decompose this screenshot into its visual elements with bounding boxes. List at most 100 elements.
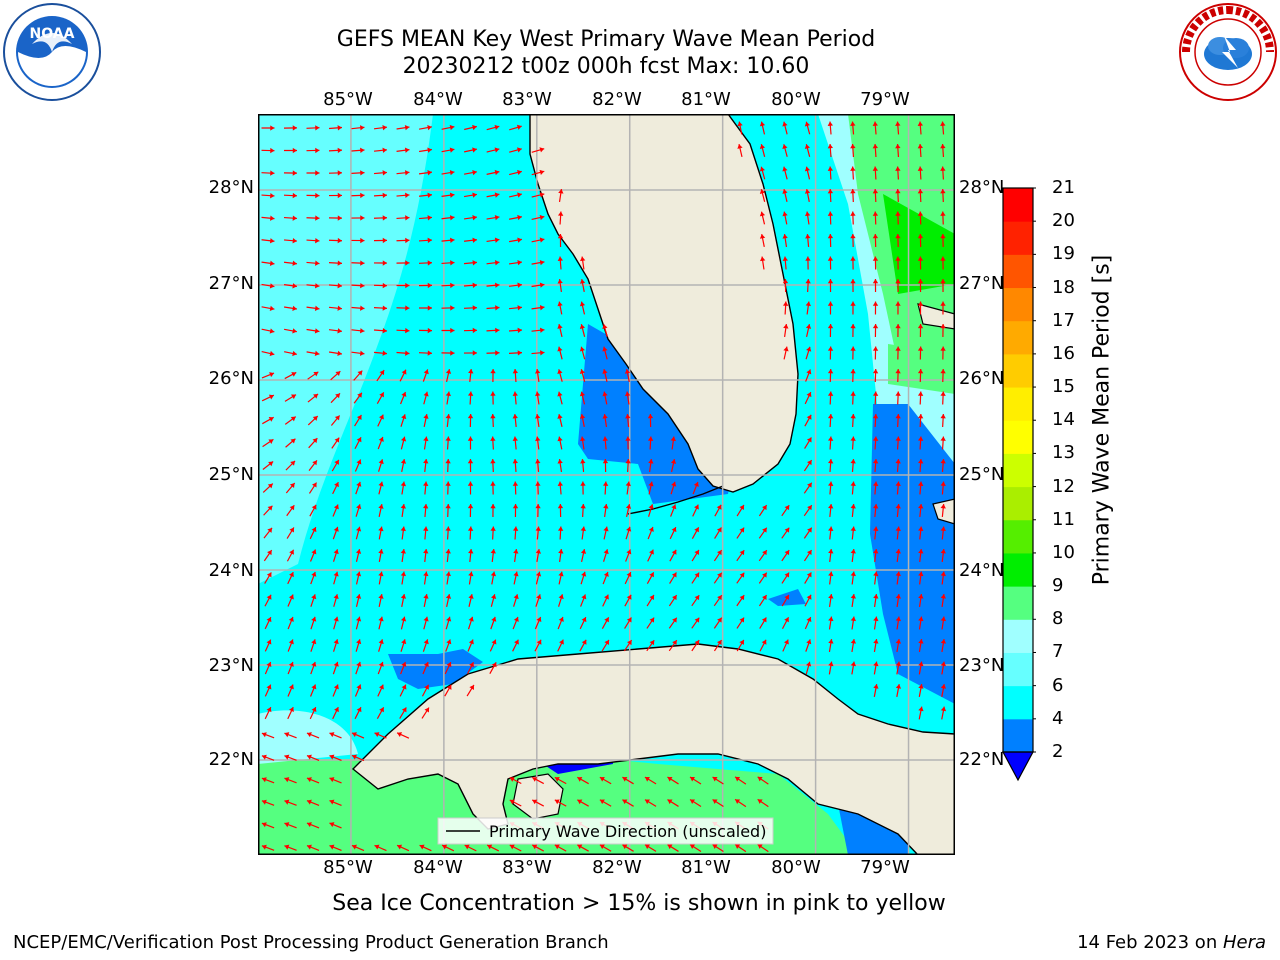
wave-arrow-head — [918, 571, 924, 577]
colorbar-tick-label: 4 — [1052, 707, 1064, 729]
wave-arrow-head — [873, 594, 879, 599]
wave-arrow-head — [599, 799, 605, 805]
wave-arrow-head — [333, 526, 339, 532]
wave-arrow-head — [557, 234, 564, 239]
wave-arrow-head — [311, 616, 317, 622]
wave-arrow-head — [291, 372, 297, 377]
wave-arrow-head — [337, 328, 342, 334]
wave-arrow-head — [558, 616, 564, 622]
wave-arrow-head — [827, 279, 834, 284]
wave-arrow-head — [535, 526, 541, 531]
wave-arrow-head — [532, 777, 538, 782]
wave-arrow-head — [603, 549, 609, 555]
wave-arrow-head — [311, 707, 317, 713]
wave-arrow-head — [602, 436, 608, 441]
wave-arrow-head — [355, 616, 362, 622]
wave-arrow-head — [270, 215, 275, 221]
wave-arrow-head — [382, 192, 387, 199]
wave-arrow-head — [423, 571, 429, 577]
wave-arrow-head — [378, 436, 384, 442]
wave-arrow-head — [378, 504, 384, 509]
wave-arrow-head — [334, 415, 340, 421]
wave-arrow-head — [423, 594, 429, 599]
wave-arrow-head — [782, 279, 789, 284]
lat-tick-left: 22°N — [208, 749, 254, 770]
lon-tick-top: 83°W — [502, 89, 552, 110]
wave-arrow-head — [405, 282, 410, 289]
wave-arrow-head — [649, 594, 654, 600]
wave-arrow-head — [335, 371, 341, 376]
wave-arrow-head — [512, 481, 519, 486]
wave-arrow-head — [266, 684, 272, 690]
wave-arrow-head — [604, 639, 609, 645]
wave-arrow-head — [648, 526, 654, 532]
wave-arrow-head — [535, 414, 541, 419]
wave-arrow-head — [494, 124, 500, 131]
wave-arrow-head — [580, 549, 587, 554]
wave-arrow-head — [627, 640, 632, 646]
wave-arrow-head — [445, 504, 451, 509]
wave-arrow-head — [311, 527, 317, 533]
wave-arrow-head — [940, 661, 947, 667]
period-band-6-7 — [258, 114, 433, 584]
wave-arrow-head — [806, 661, 812, 667]
wave-arrow-head — [806, 346, 812, 352]
wave-arrow-head — [495, 350, 500, 356]
wave-arrow-head — [672, 617, 677, 623]
wave-arrow-head — [337, 215, 342, 221]
wave-arrow-head — [335, 393, 341, 399]
wave-arrow-head — [827, 324, 834, 329]
wave-arrow-head — [872, 144, 879, 149]
wave-arrow-head — [895, 346, 901, 351]
wave-arrow-head — [532, 799, 538, 805]
wave-arrow-head — [269, 328, 275, 334]
wave-arrow-head — [757, 776, 763, 782]
wave-arrow-head — [292, 215, 297, 221]
wave-arrow-head — [827, 391, 834, 396]
nws-logo — [1178, 2, 1278, 102]
wave-arrow-head — [895, 144, 901, 149]
wave-arrow-head — [783, 324, 789, 329]
wave-arrow-head — [535, 391, 541, 397]
wave-arrow-head — [602, 324, 608, 329]
lat-tick-left: 25°N — [208, 464, 254, 485]
wave-arrow-head — [807, 505, 812, 511]
wave-arrow-head — [512, 526, 519, 531]
wave-arrow-head — [604, 594, 609, 600]
wave-arrow-head — [917, 144, 924, 149]
wave-arrow-head — [918, 639, 924, 644]
wave-arrow-head — [491, 594, 497, 599]
wave-arrow-head — [467, 459, 474, 464]
wave-arrow-head — [314, 328, 320, 334]
wave-arrow-head — [472, 350, 477, 356]
wave-arrow-head — [467, 481, 474, 486]
wave-arrow-head — [289, 527, 294, 533]
colorbar — [1000, 186, 1039, 786]
wave-arrow-head — [306, 732, 312, 738]
wave-arrow-head — [649, 617, 655, 623]
wave-arrow-head — [873, 639, 879, 644]
florida-keys — [627, 485, 724, 515]
wave-arrow-head — [535, 369, 541, 374]
wave-arrow-head — [490, 571, 497, 577]
wave-arrow-head — [490, 481, 496, 486]
wave-arrow-head — [535, 571, 542, 577]
wave-arrow-head — [554, 844, 560, 850]
wave-arrow-head — [761, 639, 767, 645]
wave-arrow-head — [400, 459, 407, 464]
wave-arrow-head — [401, 639, 407, 645]
wave-arrow-head — [289, 572, 294, 578]
wave-arrow-head — [284, 822, 290, 828]
colorbar-tick-label: 14 — [1052, 409, 1075, 431]
wave-arrow-head — [401, 369, 407, 375]
wave-arrow-head — [762, 505, 767, 511]
isla-juventud — [512, 773, 564, 820]
wave-arrow-head — [270, 125, 275, 131]
wave-arrow-head — [449, 215, 455, 221]
wave-arrow-head — [557, 481, 563, 486]
wave-arrow-head — [917, 166, 924, 171]
wave-arrow-head — [759, 234, 766, 239]
wave-arrow-head — [625, 504, 632, 509]
wave-arrow-head — [940, 616, 946, 622]
wave-arrow-head — [577, 799, 583, 805]
